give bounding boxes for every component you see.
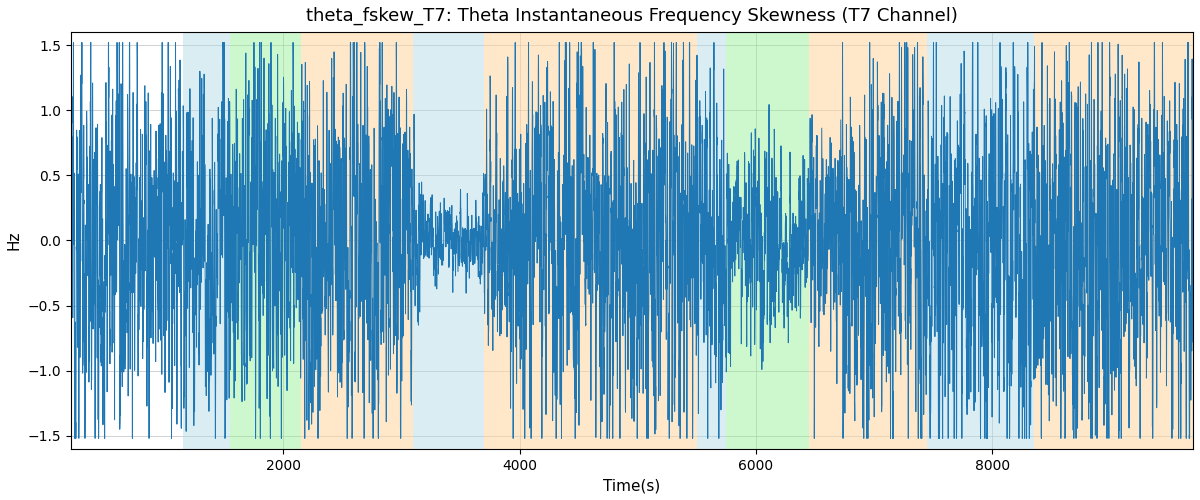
Bar	[726, 32, 809, 449]
Bar	[697, 32, 726, 449]
Bar	[485, 32, 544, 449]
Bar	[230, 32, 301, 449]
Y-axis label: Hz: Hz	[7, 230, 22, 250]
Bar	[928, 32, 1033, 449]
X-axis label: Time(s): Time(s)	[604, 478, 660, 493]
Bar	[301, 32, 414, 449]
Bar	[1033, 32, 1193, 449]
Title: theta_fskew_T7: Theta Instantaneous Frequency Skewness (T7 Channel): theta_fskew_T7: Theta Instantaneous Freq…	[306, 7, 958, 25]
Bar	[809, 32, 928, 449]
Bar	[184, 32, 230, 449]
Bar	[414, 32, 485, 449]
Bar	[544, 32, 697, 449]
